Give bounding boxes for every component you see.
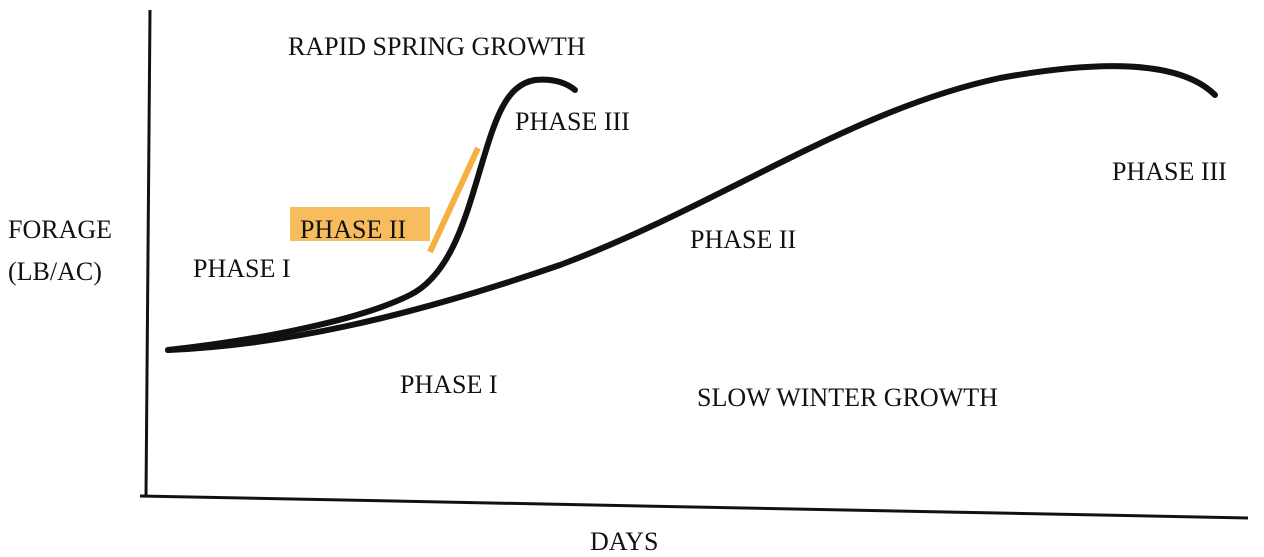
phase-label: PHASE III	[1112, 157, 1227, 186]
highlight-stroke	[427, 146, 481, 254]
y-axis	[144, 9, 152, 497]
x-axis	[139, 494, 1249, 520]
y-axis-label: (LB/AC)	[8, 257, 102, 286]
phase-label: PHASE II	[300, 215, 406, 244]
highlight	[290, 207, 430, 241]
phase-label: PHASE I	[400, 370, 498, 399]
phase-label: PHASE I	[193, 254, 291, 283]
curve-name: SLOW WINTER GROWTH	[697, 383, 998, 412]
curve-name: RAPID SPRING GROWTH	[288, 32, 586, 61]
slow-winter-curve	[165, 63, 1218, 353]
x-axis-label: DAYS	[590, 527, 658, 556]
rapid-spring-curve	[165, 76, 578, 353]
y-axis-label: FORAGE	[8, 215, 112, 244]
phase-label: PHASE II	[690, 225, 796, 254]
phase-label: PHASE III	[515, 107, 630, 136]
